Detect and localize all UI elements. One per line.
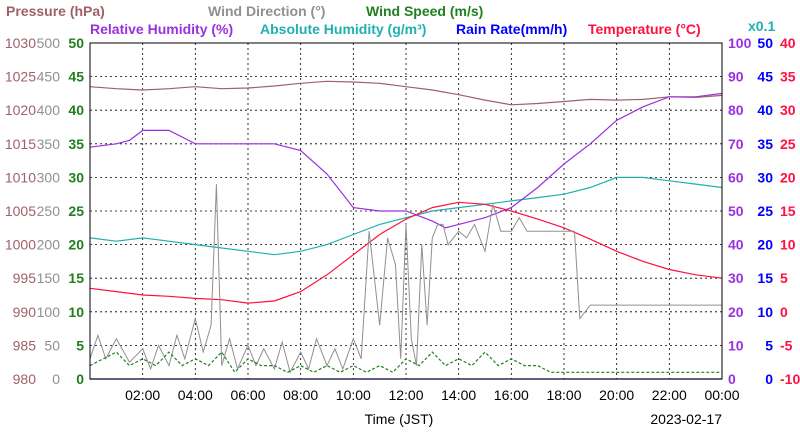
rain-axis-tick: 35	[757, 136, 773, 152]
wind-speed-axis-tick: 5	[76, 337, 84, 353]
wind-speed-axis-tick: 20	[68, 237, 84, 253]
wind-speed-axis-tick: 50	[68, 35, 84, 51]
rain-axis-tick: 25	[757, 203, 773, 219]
temp-axis-tick: 0	[780, 304, 788, 320]
wind-speed-axis-tick: 40	[68, 102, 84, 118]
pressure-axis-tick: 980	[13, 371, 37, 387]
series-pressure	[89, 80, 723, 106]
x-tick-label: 20:00	[599, 387, 634, 403]
wind-dir-axis-tick: 300	[37, 169, 61, 185]
legend-rain: Rain Rate(mm/h)	[456, 21, 567, 37]
rel-hum-axis-tick: 70	[728, 136, 744, 152]
pressure-axis-tick: 995	[13, 270, 37, 286]
temp-axis-tick: -5	[780, 337, 793, 353]
rel-hum-axis-tick: 10	[728, 337, 744, 353]
rel-hum-axis-tick: 50	[728, 203, 744, 219]
x-tick-label: 22:00	[652, 387, 687, 403]
temp-axis-tick: 15	[780, 203, 796, 219]
x-tick-label: 02:00	[125, 387, 160, 403]
plot-frame	[89, 42, 723, 380]
rain-axis-tick: 10	[757, 304, 773, 320]
rel-hum-axis-tick: 100	[728, 35, 752, 51]
x-tick-label: 12:00	[388, 387, 423, 403]
series-wind-dir	[89, 184, 722, 374]
x-tick-label: 14:00	[441, 387, 476, 403]
x-axis-label: Time (JST)	[365, 411, 434, 427]
rain-axis-tick: 20	[757, 237, 773, 253]
temp-axis-tick: 5	[780, 270, 788, 286]
wind-dir-axis-tick: 400	[37, 102, 61, 118]
temp-axis-tick: 40	[780, 35, 796, 51]
wind-speed-axis-tick: 45	[68, 69, 84, 85]
pressure-axis-tick: 1020	[5, 102, 36, 118]
pressure-axis-tick: 1005	[5, 203, 36, 219]
legend-rel-hum: Relative Humidity (%)	[90, 21, 233, 37]
wind-speed-axis-tick: 30	[68, 169, 84, 185]
pressure-axis-tick: 990	[13, 304, 37, 320]
date-label: 2023-02-17	[650, 411, 722, 427]
wind-dir-axis-tick: 450	[37, 69, 61, 85]
wind-dir-axis-tick: 350	[37, 136, 61, 152]
temp-axis-tick: 35	[780, 69, 796, 85]
series-abs-hum	[89, 176, 723, 256]
rel-hum-axis-tick: 90	[728, 69, 744, 85]
wind-dir-axis-tick: 50	[44, 337, 60, 353]
legend-wind-dir: Wind Direction (°)	[208, 3, 325, 19]
rain-axis-tick: 45	[757, 69, 773, 85]
legend-abs-hum: Absolute Humidity (g/m³)	[260, 21, 426, 37]
temp-axis-tick: -10	[780, 371, 800, 387]
x-tick-label: 18:00	[546, 387, 581, 403]
wind-dir-axis-tick: 200	[37, 237, 61, 253]
temp-axis-tick: 30	[780, 102, 796, 118]
wind-speed-axis-tick: 35	[68, 136, 84, 152]
x-tick-label: 06:00	[230, 387, 265, 403]
legend: Pressure (hPa) Wind Direction (°) Wind Spe…	[6, 3, 775, 37]
rain-axis-tick: 5	[765, 337, 773, 353]
x-tick-label: 10:00	[336, 387, 371, 403]
rel-hum-axis-tick: 20	[728, 304, 744, 320]
legend-wind-speed: Wind Speed (m/s)	[366, 3, 483, 19]
pressure-axis-tick: 1025	[5, 69, 36, 85]
rel-hum-axis-tick: 60	[728, 169, 744, 185]
wind-dir-axis-tick: 0	[52, 371, 60, 387]
rain-axis-tick: 40	[757, 102, 773, 118]
rel-hum-axis-tick: 0	[728, 371, 736, 387]
rain-axis-tick: 30	[757, 169, 773, 185]
pressure-axis-tick: 1030	[5, 35, 36, 51]
series-temp	[89, 201, 723, 304]
wind-speed-axis-tick: 25	[68, 203, 84, 219]
pressure-axis-tick: 1010	[5, 169, 36, 185]
rel-hum-axis-tick: 30	[728, 270, 744, 286]
legend-temp: Temperature (°C)	[588, 21, 701, 37]
pressure-axis-tick: 1015	[5, 136, 36, 152]
series-rel-hum	[89, 92, 723, 229]
legend-abs-scale: x0.1	[748, 18, 775, 34]
temp-axis-tick: 25	[780, 136, 796, 152]
wind-speed-axis-tick: 0	[76, 371, 84, 387]
rel-hum-axis-tick: 80	[728, 102, 744, 118]
x-axis-ticks: 02:00 04:00 06:00 08:00 10:00 12:00 14:00 16:00…	[125, 387, 740, 403]
temp-axis-tick: 10	[780, 237, 796, 253]
x-tick-label: 08:00	[283, 387, 318, 403]
wind-dir-axis-tick: 250	[37, 203, 61, 219]
wind-speed-axis-tick: 10	[68, 304, 84, 320]
pressure-axis-tick: 985	[13, 337, 37, 353]
pressure-axis-tick: 1000	[5, 237, 36, 253]
legend-pressure: Pressure (hPa)	[6, 3, 105, 19]
temp-axis-tick: 20	[780, 169, 796, 185]
x-tick-label: 16:00	[494, 387, 529, 403]
x-tick-label: 04:00	[178, 387, 213, 403]
series-wind-speed	[89, 351, 722, 374]
wind-dir-axis-tick: 150	[37, 270, 61, 286]
rain-axis-tick: 0	[765, 371, 773, 387]
wind-dir-axis-tick: 500	[37, 35, 61, 51]
wind-speed-axis-tick: 15	[68, 270, 84, 286]
rain-axis-tick: 15	[757, 270, 773, 286]
wind-dir-axis-tick: 100	[37, 304, 61, 320]
x-tick-label: 00:00	[704, 387, 739, 403]
rel-hum-axis-tick: 40	[728, 237, 744, 253]
rain-axis-tick: 50	[757, 35, 773, 51]
y-axes: 9809859909951000100510101015102010251030…	[5, 35, 800, 387]
